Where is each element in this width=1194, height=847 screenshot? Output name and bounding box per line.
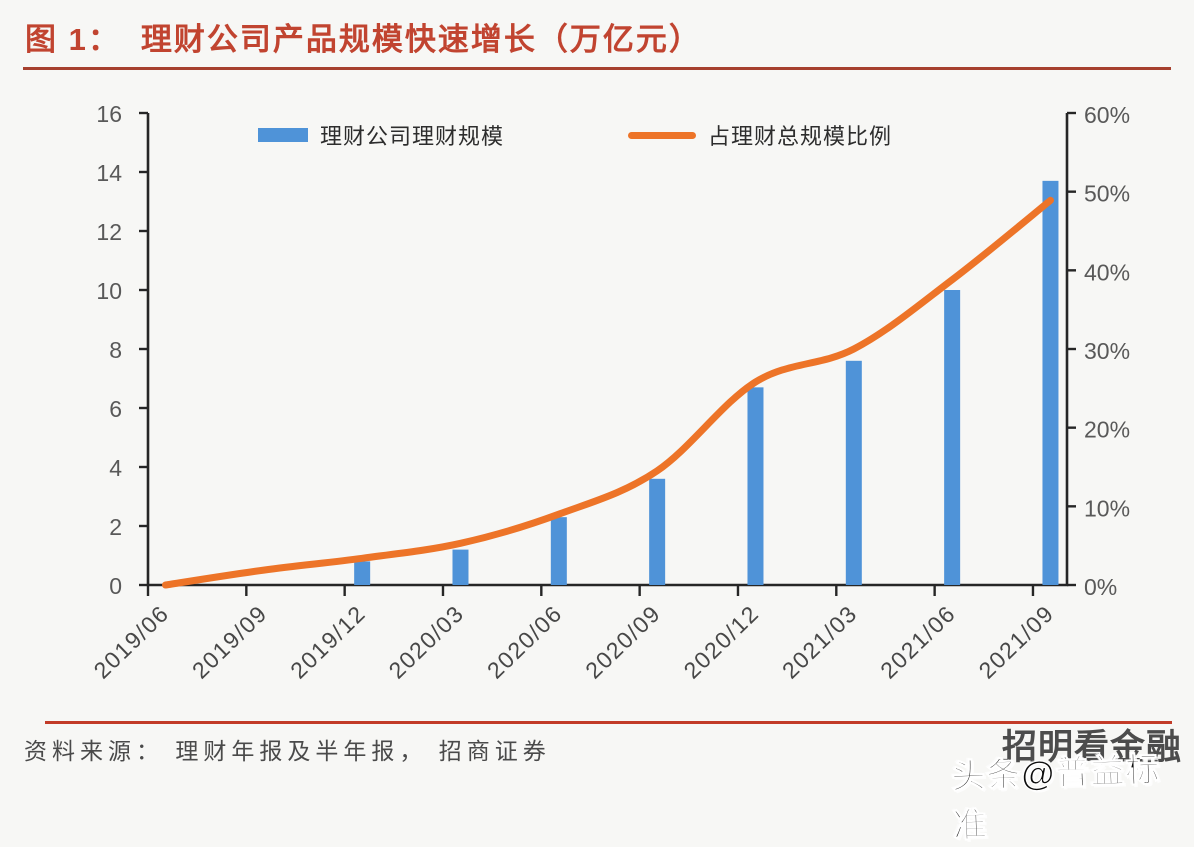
right-axis-tick-label: 0%	[1084, 574, 1117, 600]
bar-series-swatch-icon	[258, 128, 308, 142]
left-axis-tick-label: 14	[96, 160, 122, 186]
watermark-front-text: 头条@普益标准	[950, 750, 1162, 846]
chart-canvas: 0 2 4 6 8 10 12 14 16 0% 10% 20% 30% 40% 50% 60% 2019/06…	[89, 101, 1130, 684]
legend-item-line-series: 占理财总规模比例	[628, 119, 892, 151]
right-axis-tick-label: 30%	[1084, 338, 1130, 364]
x-axis-tick-label: 2019/09	[187, 600, 272, 684]
figure-number-label: 图 1：	[25, 22, 121, 57]
x-axis-tick-label: 2019/06	[89, 600, 174, 684]
left-axis-tick-label: 12	[96, 219, 122, 245]
bar-2021/09	[1042, 180, 1059, 585]
legend-item-bar-series: 理财公司理财规模	[258, 119, 504, 151]
footer-divider	[45, 721, 1172, 724]
right-axis-tick-label: 20%	[1084, 417, 1130, 443]
bar-2021/03	[845, 360, 862, 585]
right-axis-tick-label: 40%	[1084, 259, 1130, 285]
left-axis-tick-label: 0	[109, 573, 122, 599]
figure-title: 图 1： 理财公司产品规模快速增长（万亿元）	[25, 14, 702, 59]
x-axis-tick-label: 2020/06	[482, 600, 567, 684]
right-axis-tick-label: 50%	[1084, 181, 1130, 207]
axis-frame	[146, 113, 1069, 587]
x-axis-tick-label: 2019/12	[285, 600, 370, 684]
bar-2021/06	[944, 290, 961, 585]
left-axis-tick-label: 4	[109, 455, 122, 481]
bar-2019/12	[354, 561, 371, 585]
left-axis-tick-label: 16	[96, 101, 122, 127]
x-axis-tick-label: 2021/06	[875, 600, 960, 684]
right-axis-tick-label: 60%	[1084, 102, 1130, 128]
right-axis-tick-label: 10%	[1084, 495, 1130, 521]
ratio-line-series	[162, 196, 1054, 589]
x-axis-tick-label: 2020/12	[679, 600, 764, 684]
line-series-swatch-icon	[628, 131, 696, 139]
source-note: 资料来源： 理财年报及半年报， 招商证券	[24, 738, 551, 764]
watermark-back-text: 招明看金融	[1002, 728, 1183, 767]
x-axis-tick-label: 2021/03	[777, 600, 862, 684]
x-axis-tick-label: 2020/03	[384, 600, 469, 684]
left-axis-tick-label: 2	[109, 514, 122, 540]
bar-series-label: 理财公司理财规模	[320, 124, 505, 149]
bar-2020/06	[550, 517, 567, 585]
line-series-label: 占理财总规模比例	[708, 124, 893, 149]
bar-2020/09	[649, 478, 666, 585]
bar-2020/03	[452, 549, 469, 585]
title-divider	[23, 67, 1171, 70]
x-axis-tick-label: 2020/09	[580, 600, 665, 684]
left-axis-tick-label: 8	[109, 337, 122, 363]
bar-2020/12	[747, 387, 764, 585]
left-axis-tick-label: 10	[96, 278, 122, 304]
figure-title-text: 理财公司产品规模快速增长（万亿元）	[140, 22, 702, 57]
x-axis-tick-label: 2021/09	[974, 600, 1059, 684]
left-axis-tick-label: 6	[109, 396, 122, 422]
